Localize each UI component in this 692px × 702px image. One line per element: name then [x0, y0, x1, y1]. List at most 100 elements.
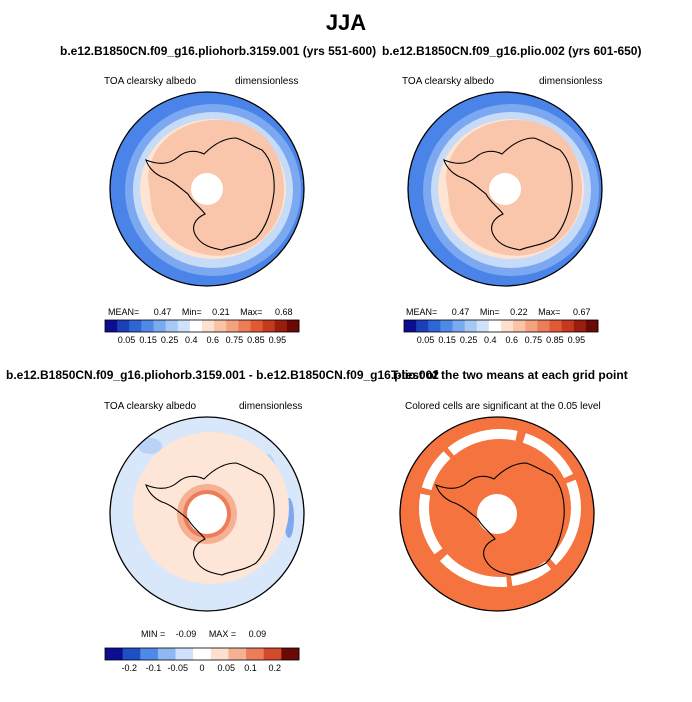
panel-2-map — [407, 91, 603, 287]
panel-2-mean-label: MEAN= — [406, 307, 438, 317]
panel-2-colorbar-tick-label: 0.85 — [546, 335, 564, 345]
panel-2-colorbar-tick-label: 0.15 — [438, 335, 456, 345]
panel-3-colorbar-swatch — [263, 648, 282, 660]
panel-3-colorbar-tick-label: -0.1 — [146, 663, 162, 673]
panel-2-colorbar-tick-label: 0.4 — [484, 335, 497, 345]
panel-1-colorbar-swatch — [129, 320, 142, 332]
panel-3-units: dimensionless — [239, 401, 303, 412]
panel-1-map-border — [109, 91, 305, 287]
panel-3-colorbar-swatch — [175, 648, 194, 660]
panel-1-colorbar-tick-label: 0.75 — [226, 335, 244, 345]
panel-1-polar-hole — [191, 173, 223, 205]
panel-2-colorbar-tick-label: 0.95 — [568, 335, 586, 345]
panel-3-colorbar-tick-label: -0.05 — [167, 663, 188, 673]
panel-1-colorbar-tick-label: 0.6 — [207, 335, 220, 345]
panel-4-map-border — [399, 416, 595, 612]
panel-3-map — [109, 416, 305, 612]
panel-3-coastline — [145, 462, 275, 576]
panel-2-variable: TOA clearsky albedo — [402, 76, 495, 87]
panel-2-colorbar-swatch — [561, 320, 575, 332]
panel-2-title: b.e12.B1850CN.f09_g16.plio.002 (yrs 601-… — [382, 44, 642, 58]
panel-3-colorbar-frame — [104, 647, 300, 661]
panel-3-min-label: MIN = — [141, 629, 166, 639]
panel-1-colorbar-frame — [104, 319, 300, 333]
panel-3-max-label: MAX = — [208, 629, 237, 639]
panel-3-colorbar-swatch — [122, 648, 141, 660]
panel-3-colorbar-tick-label: 0.05 — [217, 663, 235, 673]
panel-1-colorbar-swatch — [274, 320, 288, 332]
panel-4-map — [399, 416, 595, 612]
panel-3-stats: MIN = -0.09 MAX = 0.09 — [141, 629, 266, 639]
panel-1-mean-label: MEAN= — [108, 307, 140, 317]
panel-3-colorbar-swatch — [210, 648, 229, 660]
panel-1-title: b.e12.B1850CN.f09_g16.pliohorb.3159.001 … — [60, 44, 377, 58]
panel-3-colorbar-tick-label: -0.2 — [121, 663, 137, 673]
panel-1-colorbar-tick-label: 0.15 — [139, 335, 157, 345]
panel-1-map — [109, 91, 305, 287]
panel-3-colorbar-swatch — [140, 648, 159, 660]
panel-1-max: 0.68 — [274, 307, 293, 317]
panel-3-min: -0.09 — [175, 629, 197, 639]
panel-1-max-label: Max= — [240, 307, 263, 317]
panel-3-colorbar-swatch — [228, 648, 247, 660]
panel-3-colorbar-swatch — [157, 648, 176, 660]
panel-1-coastline — [145, 137, 275, 251]
panel-2-min-label: Min= — [479, 307, 500, 317]
panel-1-colorbar-swatch — [286, 320, 300, 332]
panel-1-colorbar-swatch — [141, 320, 154, 332]
panel-2-colorbar-swatch — [501, 320, 514, 332]
panel-4-coastline — [435, 462, 565, 576]
panel-2-mean: 0.47 — [451, 307, 470, 317]
panel-2-colorbar-swatch — [428, 320, 441, 332]
panel-2-colorbar-swatch — [476, 320, 490, 332]
panel-1-colorbar-tick-label: 0.05 — [118, 335, 136, 345]
panel-3-colorbar-swatch — [246, 648, 265, 660]
figure-title: JJA — [325, 10, 367, 35]
panel-1-colorbar-swatch — [226, 320, 239, 332]
panel-4-polar-hole — [477, 494, 517, 534]
panel-2-max-label: Max= — [538, 307, 561, 317]
panel-2-colorbar-swatch — [537, 320, 550, 332]
panel-1-colorbar-swatch — [105, 320, 118, 332]
panel-4-insignificant-ring — [419, 429, 581, 587]
panel-1-stats: MEAN= 0.47 Min= 0.21 Max= 0.68 — [108, 307, 292, 317]
panel-1-colorbar-swatch — [117, 320, 130, 332]
panel-1-min: 0.21 — [212, 307, 230, 317]
panel-2-colorbar-swatch — [404, 320, 417, 332]
panel-2-colorbar-swatch — [585, 320, 599, 332]
panel-3-colorbar-swatch — [281, 648, 300, 660]
panel-1-colorbar-swatch — [214, 320, 227, 332]
panel-2-colorbar-tick-label: 0.25 — [460, 335, 478, 345]
panel-3-max: 0.09 — [248, 629, 267, 639]
panel-4-title: T-test of the two means at each grid poi… — [391, 368, 628, 382]
panel-1-colorbar-swatch — [250, 320, 264, 332]
panel-2-colorbar-swatch — [573, 320, 587, 332]
panel-1-colorbar-swatch — [262, 320, 276, 332]
panel-2-colorbar-swatch — [488, 320, 502, 332]
panel-1-colorbar-tick-label: 0.85 — [247, 335, 265, 345]
panel-2-coastline — [443, 137, 573, 251]
panel-1-colorbar-swatch — [238, 320, 251, 332]
panel-3-negative-patch-3 — [138, 438, 162, 454]
panel-3-colorbar-tick-label: 0.1 — [244, 663, 257, 673]
panel-2-colorbar-tick-label: 0.6 — [506, 335, 519, 345]
panel-2-stats: MEAN= 0.47 Min= 0.22 Max= 0.67 — [406, 307, 590, 317]
panel-3-colorbar-swatch — [105, 648, 124, 660]
colorbars: 0.05 0.15 0.25 0.4 0.6 0.75 0.85 0.95 0.05 0.15 0.… — [104, 319, 599, 673]
panel-1-min-label: Min= — [181, 307, 202, 317]
panel-3-map-border — [109, 416, 305, 612]
panel-1-colorbar-swatch — [202, 320, 215, 332]
panel-1-units: dimensionless — [235, 76, 299, 87]
panel-2-polar-hole — [489, 173, 521, 205]
panel-2-colorbar-swatch — [416, 320, 429, 332]
panel-2-colorbar-swatch — [452, 320, 466, 332]
panel-2-colorbar-tick-label: 0.75 — [525, 335, 543, 345]
panel-3-polar-hole — [187, 494, 227, 534]
panel-1-colorbar-swatch — [177, 320, 191, 332]
panel-1-colorbar-swatch — [153, 320, 167, 332]
panel-1-variable: TOA clearsky albedo — [104, 76, 197, 87]
panel-3-variable: TOA clearsky albedo — [104, 401, 197, 412]
panel-4-subtitle: Colored cells are significant at the 0.0… — [405, 401, 601, 412]
panel-2-colorbar-frame — [403, 319, 599, 333]
